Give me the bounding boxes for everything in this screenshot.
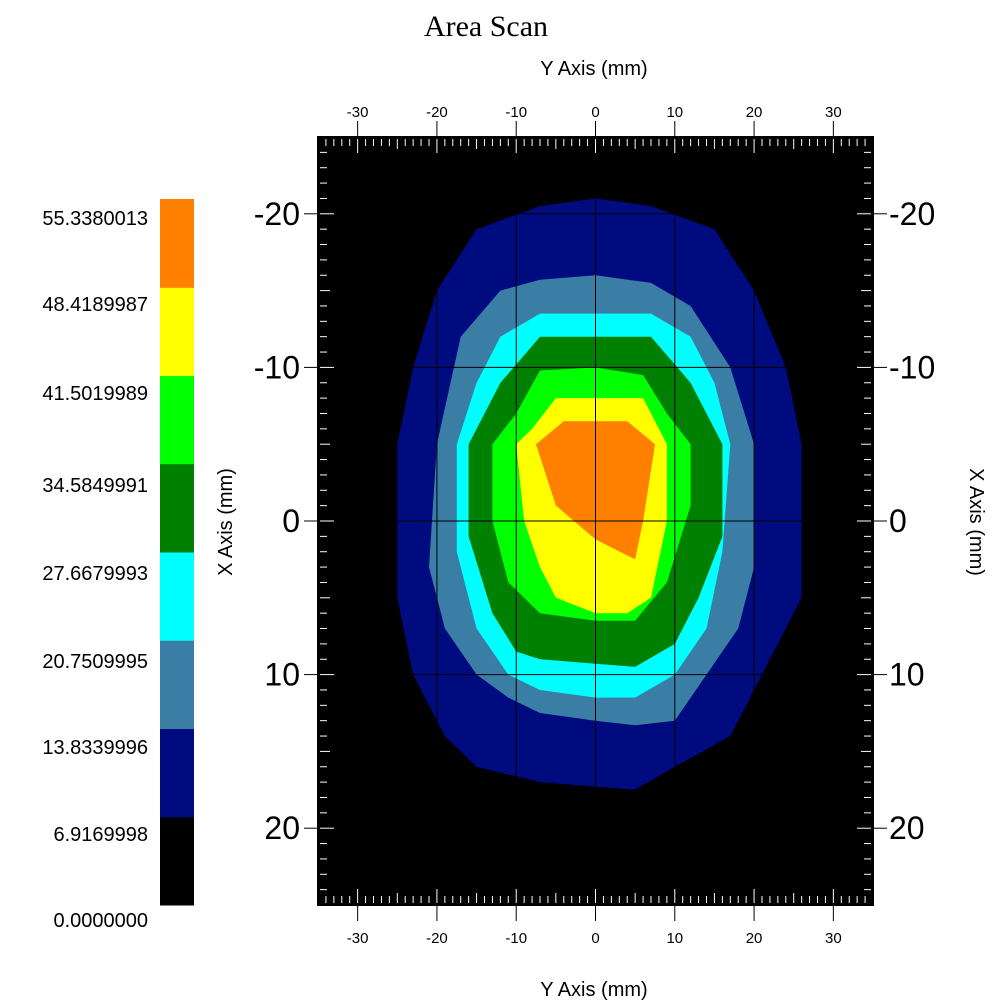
legend-level-label: 27.6679993: [42, 563, 148, 585]
legend-swatch-2: [160, 728, 194, 818]
y-tick-label-left: 10: [264, 657, 300, 693]
y-tick-label-right: 10: [889, 657, 925, 693]
plot-border: [317, 136, 874, 906]
legend-swatch-5: [160, 463, 194, 553]
x-tick-label-bottom: 30: [825, 930, 842, 947]
legend-swatch-1: [160, 816, 194, 906]
x-axis-label-bottom: Y Axis (mm): [540, 979, 647, 1001]
legend-level-label: 6.9169998: [53, 824, 148, 846]
x-tick-label-bottom: -20: [426, 930, 448, 947]
color-legend: 0.0000000 6.9169998 13.8339996 20.7509995 27…: [42, 199, 194, 932]
y-tick-label-right: 20: [889, 810, 925, 846]
legend-level-label: 34.5849991: [42, 475, 148, 497]
y-axis-label-right: X Axis (mm): [965, 468, 987, 576]
contour-layer: [397, 198, 802, 790]
legend-level-label: 20.7509995: [42, 651, 148, 673]
legend-swatch-6: [160, 375, 194, 465]
y-tick-label-left: -20: [254, 196, 300, 232]
x-tick-label-bottom: 20: [746, 930, 763, 947]
x-tick-label-top: 20: [746, 104, 763, 121]
chart-title: Area Scan: [424, 10, 548, 43]
y-tick-label-right: -10: [889, 349, 935, 385]
y-tick-label-left: -10: [254, 349, 300, 385]
legend-level-label: 55.3380013: [42, 208, 148, 230]
x-tick-label-top: 30: [825, 104, 842, 121]
x-tick-label-bottom: 0: [591, 930, 599, 947]
x-tick-label-top: -20: [426, 104, 448, 121]
ticks-layer: -30 -30 -20 -20 -10 -10 0 0 10 10 20 20 30 30 -20 -20 -1…: [254, 104, 936, 947]
x-tick-label-top: -30: [347, 104, 369, 121]
y-axis-label-left: X Axis (mm): [215, 468, 237, 576]
legend-swatch-7: [160, 287, 194, 376]
x-tick-label-top: -10: [505, 104, 527, 121]
legend-level-label: 13.8339996: [42, 737, 148, 759]
y-tick-label-left: 20: [264, 810, 300, 846]
legend-swatch-4: [160, 552, 194, 641]
x-tick-label-top: 10: [666, 104, 683, 121]
legend-swatch-8: [160, 199, 194, 288]
x-tick-label-bottom: -10: [505, 930, 527, 947]
legend-level-label: 0.0000000: [53, 910, 148, 932]
y-tick-label-right: -20: [889, 196, 935, 232]
y-tick-label-left: 0: [282, 503, 300, 539]
legend-level-label: 48.4189987: [42, 294, 148, 316]
legend-level-label: 41.5019989: [42, 383, 148, 405]
legend-swatch-3: [160, 640, 194, 729]
x-axis-label-top: Y Axis (mm): [540, 58, 647, 80]
grid-layer: [318, 137, 873, 905]
y-tick-label-right: 0: [889, 503, 907, 539]
x-tick-label-bottom: 10: [666, 930, 683, 947]
x-tick-label-bottom: -30: [347, 930, 369, 947]
x-tick-label-top: 0: [591, 104, 599, 121]
